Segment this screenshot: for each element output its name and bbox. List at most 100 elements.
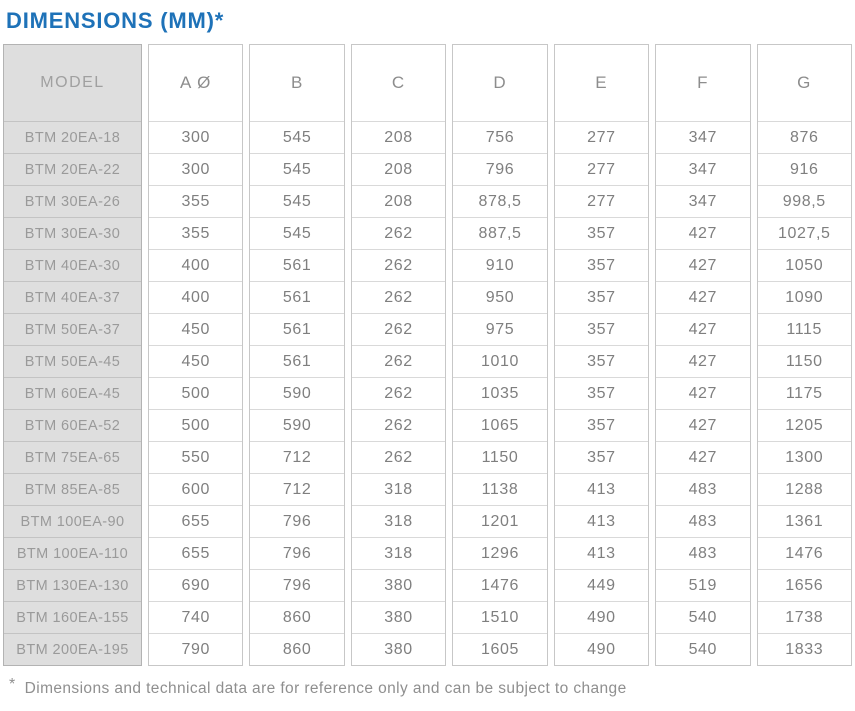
column-header: A Ø — [180, 73, 212, 92]
value-cell: 1288 — [757, 473, 851, 505]
value-cell: 427 — [656, 377, 750, 409]
value-cell: 756 — [453, 121, 547, 153]
value-cell: 1605 — [453, 633, 547, 665]
value-column-f: F 347 347 347 427 427 427 427 427 427 427 427 483 483… — [655, 44, 751, 666]
value-cell: 277 — [554, 153, 649, 185]
value-column-b: B 545 545 545 545 561 561 561 561 590 590 712 712 796… — [249, 44, 345, 666]
value-cell: 262 — [351, 281, 446, 313]
value-cell: 208 — [351, 121, 446, 153]
value-cell: 262 — [351, 409, 446, 441]
value-cell: 975 — [453, 313, 547, 345]
column-header: G — [797, 73, 812, 92]
model-cell: BTM 30EA-30 — [4, 217, 141, 249]
value-cell: 208 — [351, 185, 446, 217]
value-cell: 1833 — [757, 633, 851, 665]
model-cell: BTM 130EA-130 — [4, 569, 141, 601]
model-cell: BTM 20EA-22 — [4, 153, 141, 185]
value-cell: 1138 — [453, 473, 547, 505]
value-cell: 740 — [149, 601, 243, 633]
value-cell: 561 — [250, 249, 344, 281]
value-cell: 998,5 — [757, 185, 851, 217]
value-cell: 427 — [656, 409, 750, 441]
value-cell: 347 — [656, 185, 750, 217]
value-cell: 1201 — [453, 505, 547, 537]
value-cell: 910 — [453, 249, 547, 281]
column-header: B — [290, 73, 304, 92]
value-cell: 860 — [250, 601, 344, 633]
value-cell: 450 — [149, 345, 243, 377]
value-cell: 876 — [757, 121, 851, 153]
value-cell: 449 — [554, 569, 649, 601]
model-cell: BTM 200EA-195 — [4, 633, 141, 665]
value-cell: 318 — [351, 505, 446, 537]
value-cell: 1027,5 — [757, 217, 851, 249]
model-cell: BTM 40EA-30 — [4, 249, 141, 281]
value-cell: 712 — [250, 441, 344, 473]
value-cell: 318 — [351, 537, 446, 569]
value-column-e: E 277 277 277 357 357 357 357 357 357 357 357 413 413… — [553, 44, 650, 666]
value-cell: 860 — [250, 633, 344, 665]
value-cell: 1300 — [757, 441, 851, 473]
value-cell: 1065 — [453, 409, 547, 441]
value-column-d: D 756 796 878,5 887,5 910 950 975 1010 1035 1065 11… — [452, 44, 548, 666]
value-cell: 450 — [149, 313, 243, 345]
value-cell: 1205 — [757, 409, 851, 441]
value-cell: 262 — [351, 345, 446, 377]
model-cell: BTM 100EA-90 — [4, 505, 141, 537]
value-cell: 790 — [149, 633, 243, 665]
value-cell: 655 — [149, 505, 243, 537]
value-cell: 490 — [554, 601, 649, 633]
value-column-g: G 876 916 998,5 1027,5 1050 1090 1115 1150 1175 12… — [756, 44, 852, 666]
value-cell: 545 — [250, 185, 344, 217]
value-cell: 347 — [656, 153, 750, 185]
value-cell: 1656 — [757, 569, 851, 601]
value-column-c: C 208 208 208 262 262 262 262 262 262 262 262 318 318… — [350, 44, 447, 666]
value-cell: 712 — [250, 473, 344, 505]
value-cell: 483 — [656, 537, 750, 569]
model-cell: BTM 20EA-18 — [4, 121, 141, 153]
model-column: MODEL BTM 20EA-18 BTM 20EA-22 BTM 30EA-26 BT… — [3, 44, 142, 666]
value-cell: 500 — [149, 377, 243, 409]
value-cell: 427 — [656, 281, 750, 313]
value-cell: 380 — [351, 569, 446, 601]
model-cell: BTM 50EA-45 — [4, 345, 141, 377]
value-cell: 355 — [149, 185, 243, 217]
value-cell: 545 — [250, 217, 344, 249]
value-cell: 427 — [656, 441, 750, 473]
value-cell: 796 — [250, 537, 344, 569]
value-cell: 262 — [351, 249, 446, 281]
value-cell: 413 — [554, 537, 649, 569]
value-cell: 357 — [554, 313, 649, 345]
value-cell: 357 — [554, 281, 649, 313]
value-cell: 590 — [250, 377, 344, 409]
value-cell: 1361 — [757, 505, 851, 537]
value-cell: 545 — [250, 121, 344, 153]
value-cell: 561 — [250, 345, 344, 377]
value-cell: 357 — [554, 441, 649, 473]
value-cell: 357 — [554, 217, 649, 249]
model-cell: BTM 60EA-45 — [4, 377, 141, 409]
value-cell: 262 — [351, 217, 446, 249]
model-cell: BTM 85EA-85 — [4, 473, 141, 505]
value-cell: 490 — [554, 633, 649, 665]
value-cell: 550 — [149, 441, 243, 473]
value-cell: 262 — [351, 377, 446, 409]
value-cell: 1090 — [757, 281, 851, 313]
value-cell: 545 — [250, 153, 344, 185]
model-cell: BTM 75EA-65 — [4, 441, 141, 473]
model-cell: BTM 30EA-26 — [4, 185, 141, 217]
model-column-header: MODEL — [40, 74, 105, 91]
value-cell: 300 — [149, 121, 243, 153]
value-cell: 357 — [554, 249, 649, 281]
value-cell: 796 — [453, 153, 547, 185]
model-cell: BTM 40EA-37 — [4, 281, 141, 313]
value-cell: 427 — [656, 313, 750, 345]
model-cell: BTM 160EA-155 — [4, 601, 141, 633]
value-cell: 1010 — [453, 345, 547, 377]
value-cell: 400 — [149, 281, 243, 313]
value-cell: 600 — [149, 473, 243, 505]
value-cell: 208 — [351, 153, 446, 185]
value-cell: 277 — [554, 185, 649, 217]
value-cell: 1476 — [757, 537, 851, 569]
value-cell: 1035 — [453, 377, 547, 409]
